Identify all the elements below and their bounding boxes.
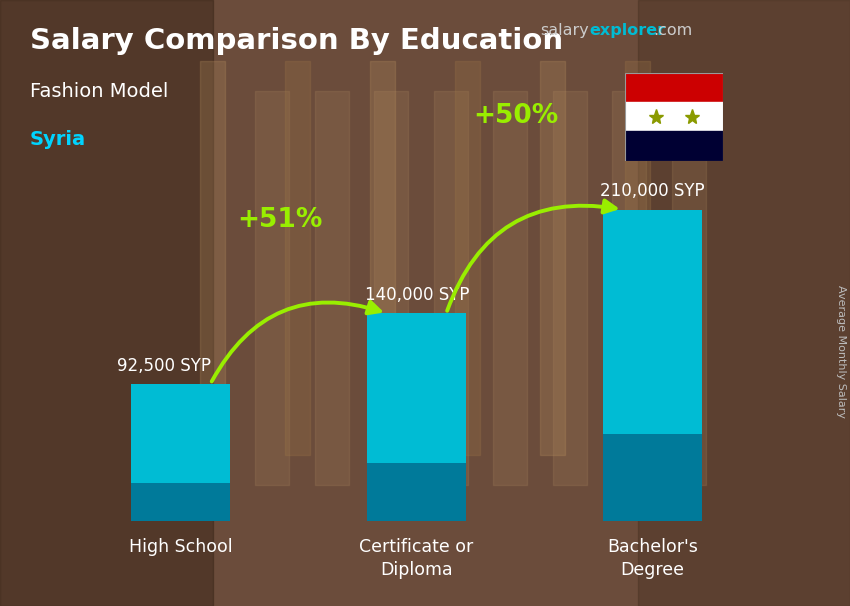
Bar [131, 483, 230, 521]
Bar [367, 463, 466, 521]
Text: Syria: Syria [30, 130, 86, 149]
Text: Average Monthly Salary: Average Monthly Salary [836, 285, 846, 418]
Text: .com: .com [653, 23, 692, 38]
Text: 92,500 SYP: 92,500 SYP [117, 356, 211, 375]
Bar [625, 102, 722, 132]
Text: explorer: explorer [589, 23, 666, 38]
Bar [603, 210, 702, 521]
Text: Fashion Model: Fashion Model [30, 82, 168, 101]
Bar [603, 434, 702, 521]
Text: 140,000 SYP: 140,000 SYP [365, 286, 469, 304]
Text: salary: salary [540, 23, 588, 38]
Bar [367, 313, 466, 521]
Text: Salary Comparison By Education: Salary Comparison By Education [30, 27, 563, 55]
Text: +50%: +50% [473, 103, 558, 129]
Text: 210,000 SYP: 210,000 SYP [600, 182, 705, 200]
Text: +51%: +51% [237, 207, 322, 233]
Bar [625, 132, 722, 161]
Bar [625, 73, 722, 102]
Bar [131, 384, 230, 521]
